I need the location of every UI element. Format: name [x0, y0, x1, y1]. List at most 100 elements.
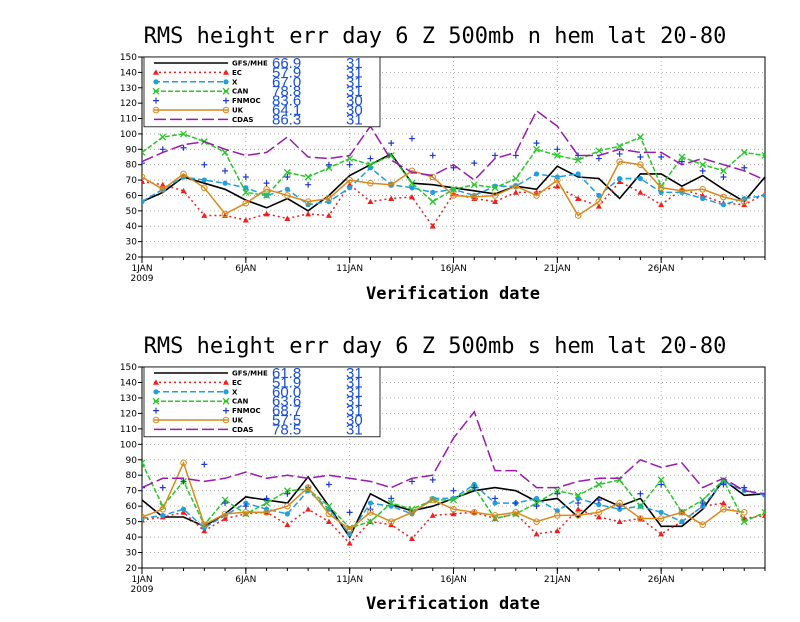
data-point-can [325, 502, 333, 510]
data-point-fnmoc [159, 146, 166, 153]
legend-marker-uk [222, 416, 230, 424]
series-line-gfs-mhe [142, 152, 765, 212]
data-point-x [201, 177, 207, 183]
series-gfs-mhe [142, 152, 765, 212]
data-point-x [367, 500, 374, 506]
y-tick-label: 50 [126, 518, 138, 528]
data-point-uk [699, 186, 707, 193]
data-point-fnmoc [554, 146, 561, 153]
data-point-can [366, 518, 374, 526]
data-point-ec [346, 540, 353, 546]
y-tick-label: 20 [126, 564, 138, 574]
data-point-fnmoc [450, 164, 457, 171]
data-point-fnmoc [142, 160, 145, 167]
legend-marker-can [152, 397, 160, 405]
x-tick-label: 21JAN [544, 575, 571, 585]
data-point-x [762, 192, 765, 199]
legend: GFS/MHE 66.9 31 EC 57.9 31 X 67.0 31 CAN 78.8 31 FNM… [143, 55, 381, 128]
legend-mean-x: 60.0 [272, 384, 301, 401]
data-point-x [658, 189, 664, 195]
data-point-uk [657, 184, 665, 192]
data-point-fnmoc [637, 490, 644, 497]
data-point-can [263, 192, 271, 199]
legend-name-gfs-mhe: GFS/MHE [232, 60, 268, 68]
data-point-fnmoc [575, 152, 582, 159]
data-point-uk [740, 198, 748, 205]
legend-marker-fnmoc [223, 407, 229, 414]
data-point-can [533, 145, 541, 153]
data-point-ec [429, 223, 436, 229]
series-uk [142, 158, 748, 219]
x-tick-label: 6JAN [235, 264, 256, 274]
data-point-fnmoc [222, 167, 229, 174]
data-point-fnmoc [429, 152, 436, 159]
data-point-x [596, 502, 602, 508]
data-point-can [761, 508, 765, 516]
legend-marker-fnmoc [223, 97, 229, 104]
data-point-x [741, 488, 747, 494]
data-point-uk [554, 512, 561, 519]
data-point-ec [595, 513, 602, 520]
legend-marker-ec [153, 379, 159, 385]
series-group [142, 109, 765, 229]
data-point-uk [180, 459, 187, 467]
x-tick-label: 21JAN [544, 264, 571, 274]
data-point-can [636, 133, 644, 141]
data-point-x [596, 192, 602, 199]
data-point-fnmoc [305, 181, 312, 188]
data-point-fnmoc [492, 152, 499, 159]
data-point-x [720, 202, 727, 208]
data-point-fnmoc [159, 484, 166, 491]
y-tick-label: 140 [120, 68, 137, 78]
data-point-can [699, 496, 707, 504]
legend-marker-can [222, 87, 230, 95]
data-point-can [740, 148, 748, 156]
chart-panel-1: RMS height err day 6 Z 500mb n hem lat 2… [120, 24, 766, 304]
data-point-can [512, 175, 520, 182]
data-point-can [180, 130, 187, 138]
data-point-uk [159, 505, 167, 513]
data-point-fnmoc [471, 484, 478, 491]
data-point-uk [574, 512, 582, 519]
data-point-uk [512, 509, 520, 516]
data-point-can [533, 499, 541, 507]
legend-name-fnmoc: FNMOC [232, 97, 261, 105]
data-point-uk [221, 210, 229, 218]
y-tick-label: 40 [126, 222, 138, 232]
legend-name-cdas: CDAS [232, 426, 253, 434]
data-point-ec [284, 215, 291, 221]
legend-marker-ec [153, 69, 159, 75]
legend-name-uk: UK [232, 107, 244, 115]
legend-count-can: 31 [346, 83, 363, 100]
data-point-fnmoc [575, 500, 582, 507]
data-point-can [678, 153, 686, 161]
data-point-fnmoc [242, 174, 249, 180]
data-point-can [242, 188, 250, 196]
x-tick-label: 11JAN [336, 575, 363, 585]
y-tick-label: 150 [120, 53, 137, 63]
data-point-uk [367, 179, 374, 187]
data-point-uk [720, 193, 727, 201]
data-point-uk [325, 195, 333, 202]
legend-mean-x: 67.0 [272, 74, 301, 91]
data-point-can [595, 147, 603, 155]
legend-marker-uk [152, 106, 160, 114]
y-tick-label: 100 [120, 440, 137, 450]
legend-name-can: CAN [232, 88, 249, 96]
data-point-uk [429, 173, 437, 181]
data-point-can [450, 496, 457, 504]
data-point-uk [740, 509, 748, 516]
data-point-fnmoc [512, 500, 519, 507]
data-point-fnmoc [325, 481, 332, 488]
chart-title: RMS height err day 6 Z 500mb n hem lat 2… [144, 24, 727, 49]
data-point-uk [470, 509, 478, 516]
data-point-ec [159, 181, 166, 188]
series-line-uk [142, 460, 745, 531]
series-can [142, 130, 765, 206]
data-point-fnmoc [492, 495, 499, 502]
data-point-uk [325, 510, 333, 518]
data-point-x [617, 506, 623, 512]
data-point-uk [533, 192, 540, 199]
y-tick-label: 30 [126, 549, 138, 559]
